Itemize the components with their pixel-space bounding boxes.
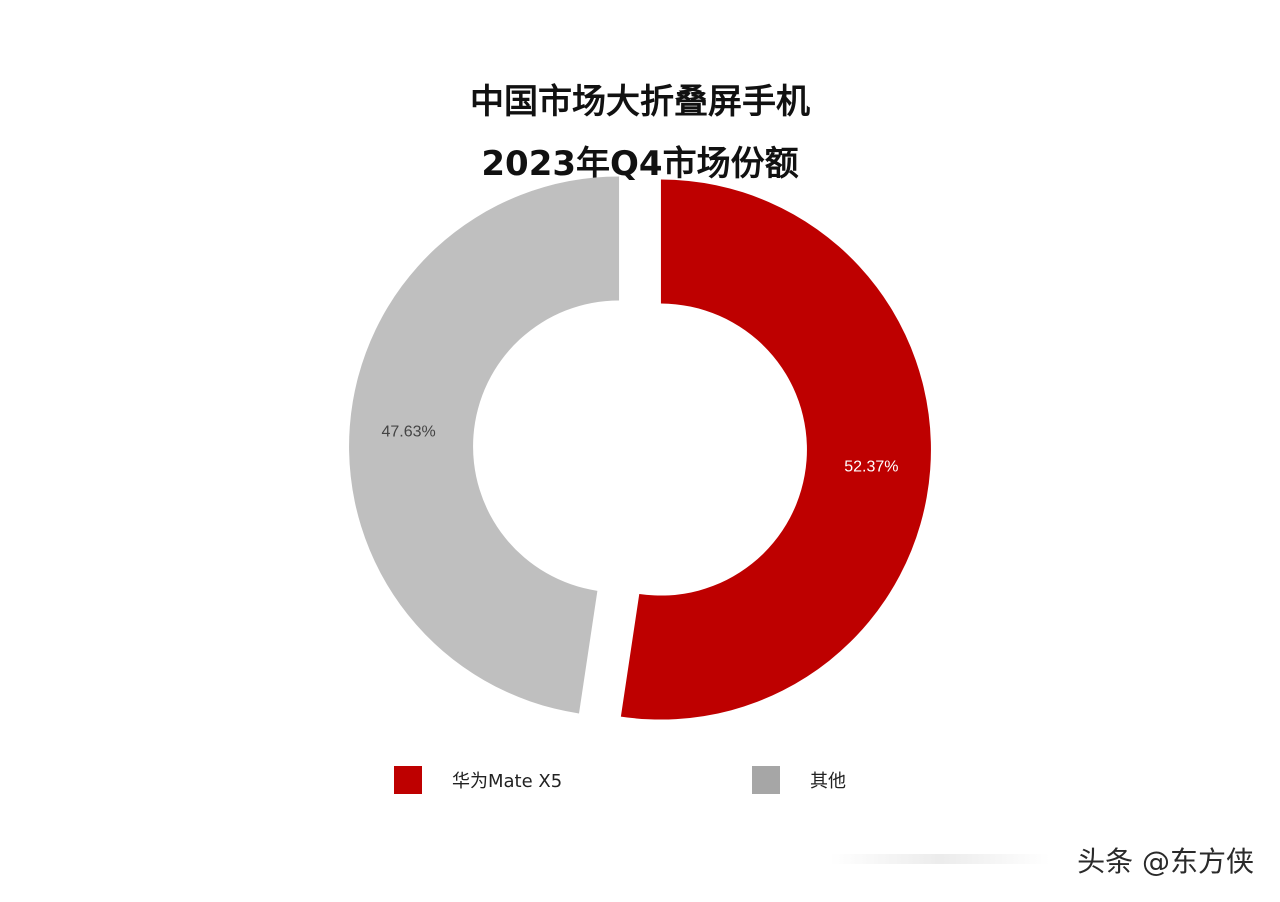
chart-legend: 华为Mate X5 其他 — [0, 766, 1280, 796]
watermark-text: 头条 @东方侠 — [1077, 845, 1254, 878]
legend-label-huawei: 华为Mate X5 — [452, 771, 563, 792]
slice-label-huawei: 52.37% — [844, 458, 898, 475]
legend-label-other: 其他 — [810, 771, 846, 792]
chart-title-line-1: 中国市场大折叠屏手机 — [470, 82, 810, 122]
legend-item-other: 其他 — [752, 766, 846, 794]
legend-item-huawei: 华为Mate X5 — [394, 766, 562, 794]
slice-other — [349, 176, 620, 714]
slice-label-other: 47.63% — [382, 424, 436, 441]
watermark-blur — [830, 854, 1050, 864]
slice-huawei — [620, 179, 931, 720]
legend-swatch-huawei — [394, 766, 422, 794]
chart-title-line-2: 2023年Q4市场份额 — [481, 144, 799, 184]
legend-swatch-other — [752, 766, 780, 794]
